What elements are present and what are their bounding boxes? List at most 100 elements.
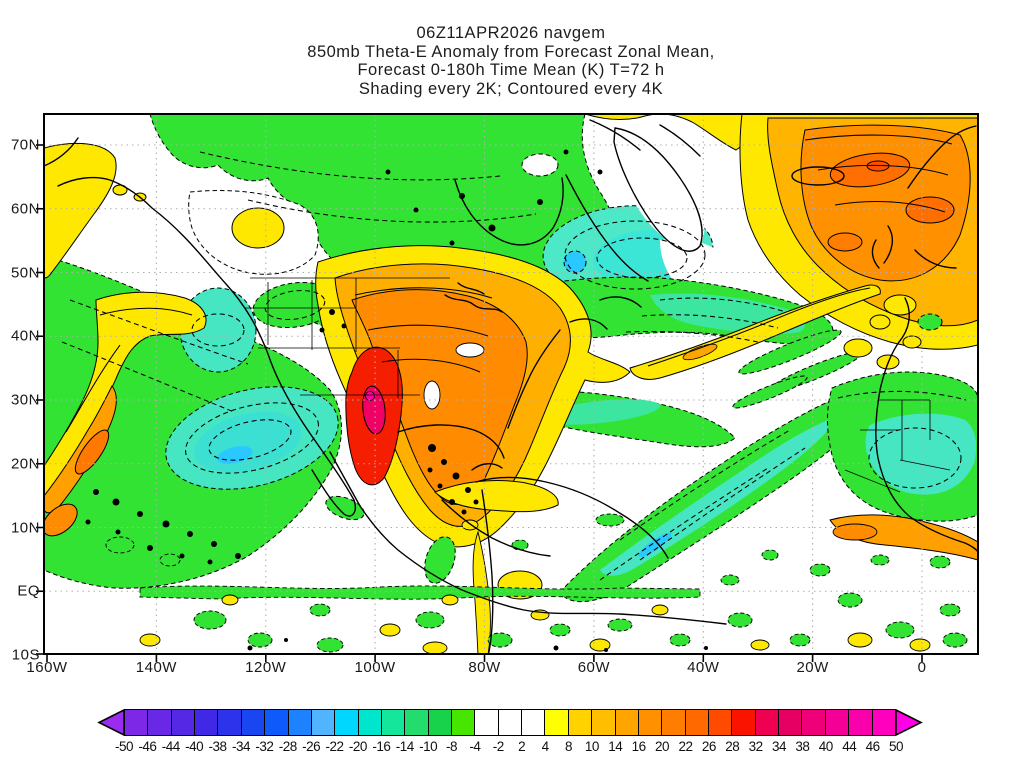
colorbar-segment bbox=[637, 710, 662, 735]
colorbar-segment bbox=[217, 710, 241, 735]
colorbar-level-label: -50 bbox=[114, 739, 134, 754]
x-tick-label: 100W bbox=[354, 659, 396, 676]
colorbar-level-label: 38 bbox=[795, 739, 810, 754]
colorbar-level-label: -34 bbox=[231, 739, 251, 754]
colorbar-labels: -50 -46 -44 -40 -38 -34 -32 -28 -26 -22 -20 -16 -14-… bbox=[0, 739, 1024, 755]
x-tick-label: 0 bbox=[917, 659, 927, 676]
colorbar-segment bbox=[591, 710, 615, 735]
colorbar-level-label: -40 bbox=[185, 739, 204, 754]
colorbar-segment bbox=[287, 710, 311, 735]
colorbar-level-label: 40 bbox=[818, 739, 834, 754]
colorbar-segment bbox=[451, 710, 475, 735]
graticule bbox=[44, 114, 978, 654]
colorbar-segment bbox=[801, 710, 825, 735]
contour-lines-negative bbox=[61, 151, 967, 581]
colorbar-segment bbox=[778, 710, 802, 735]
chart-title-block: 06Z11APR2026 navgem 850mb Theta-E Anomal… bbox=[0, 24, 1022, 98]
x-tick-label: 140W bbox=[135, 659, 177, 676]
coastlines bbox=[44, 119, 978, 654]
dense-contour-specks bbox=[85, 149, 708, 652]
colorbar-level-label: 32 bbox=[748, 739, 764, 754]
y-tick-label: 40N bbox=[10, 327, 40, 345]
colorbar-level-label: -26 bbox=[302, 739, 321, 754]
colorbar-level-label: 44 bbox=[842, 739, 857, 754]
y-tick-label: 10S bbox=[11, 646, 40, 664]
colorbar-segment bbox=[614, 710, 638, 735]
political-borders bbox=[245, 277, 951, 493]
colorbar-level-label: -46 bbox=[138, 739, 157, 754]
colorbar-level-label: -14 bbox=[395, 739, 415, 754]
y-tick-label: 60N bbox=[10, 200, 40, 218]
map-frame bbox=[43, 113, 979, 655]
colorbar-level-label: 14 bbox=[608, 739, 623, 754]
colorbar-level-label: -10 bbox=[419, 739, 438, 754]
colorbar-segment bbox=[544, 710, 568, 735]
x-tick-label: 80W bbox=[468, 659, 501, 676]
colorbar-level-label: -20 bbox=[348, 739, 368, 754]
colorbar-segment bbox=[521, 710, 545, 735]
y-tick-label: 20N bbox=[10, 455, 40, 473]
colorbar-level-label: 46 bbox=[865, 739, 881, 754]
colorbar-level-label: 4 bbox=[541, 739, 550, 754]
colorbar-segment bbox=[824, 710, 849, 735]
colorbar-segments bbox=[124, 709, 896, 736]
colorbar-segment bbox=[240, 710, 265, 735]
colorbar-level-label: 8 bbox=[564, 739, 573, 754]
x-tick-label: 60W bbox=[577, 659, 611, 676]
colorbar bbox=[97, 709, 923, 736]
colorbar-level-label: 10 bbox=[584, 739, 600, 754]
y-tick-label: 50N bbox=[10, 264, 40, 281]
y-tick-label: 70N bbox=[10, 136, 40, 154]
colorbar-level-label: -44 bbox=[161, 739, 181, 754]
colorbar-right-arrow bbox=[896, 709, 923, 736]
x-tick-label: 40W bbox=[687, 659, 720, 676]
colorbar-segment bbox=[871, 710, 895, 735]
colorbar-level-label: 34 bbox=[772, 739, 787, 754]
colorbar-level-label: -22 bbox=[325, 739, 345, 754]
colorbar-left-arrow bbox=[97, 709, 124, 736]
title-field-line: 850mb Theta-E Anomaly from Forecast Zona… bbox=[307, 42, 715, 61]
colorbar-segment bbox=[170, 710, 195, 735]
colorbar-level-label: 20 bbox=[655, 739, 670, 754]
colorbar-level-label: -2 bbox=[492, 739, 505, 754]
colorbar-segment bbox=[194, 710, 218, 735]
colorbar-segment bbox=[404, 710, 428, 735]
x-tick-label: 160W bbox=[26, 659, 68, 676]
map-canvas bbox=[36, 113, 979, 662]
title-run-line: 06Z11APR2026 navgem bbox=[416, 24, 606, 42]
colorbar-segment bbox=[474, 710, 498, 735]
colorbar-segment bbox=[848, 710, 872, 735]
colorbar-level-label: 28 bbox=[725, 739, 740, 754]
colorbar-level-label: 50 bbox=[888, 739, 904, 754]
colorbar-level-label: 16 bbox=[631, 739, 647, 754]
colorbar-segment bbox=[380, 710, 405, 735]
title-shading-line: Shading every 2K; Contoured every 4K bbox=[358, 79, 664, 98]
colorbar-level-label: -16 bbox=[372, 739, 391, 754]
colorbar-segment bbox=[125, 710, 148, 735]
contour-lines-positive bbox=[65, 134, 953, 433]
colorbar-segment bbox=[731, 710, 755, 735]
colorbar-level-label: 22 bbox=[678, 739, 693, 754]
colorbar-segment bbox=[684, 710, 708, 735]
colorbar-segment bbox=[357, 710, 381, 735]
y-tick-label: EQ bbox=[17, 582, 40, 600]
colorbar-level-label: 26 bbox=[701, 739, 717, 754]
title-forecast-line: Forecast 0-180h Time Mean (K) T=72 h bbox=[357, 61, 665, 79]
colorbar-segment bbox=[147, 710, 171, 735]
colorbar-level-label: 2 bbox=[518, 739, 526, 754]
colorbar-level-label: -4 bbox=[469, 739, 481, 754]
colorbar-level-label: -32 bbox=[255, 739, 274, 754]
y-tick-label: 30N bbox=[10, 391, 40, 409]
axis-ticks bbox=[36, 144, 923, 662]
colorbar-segment bbox=[567, 710, 592, 735]
colorbar-segment bbox=[754, 710, 779, 735]
y-tick-label: 10N bbox=[10, 519, 40, 536]
colorbar-segment bbox=[661, 710, 685, 735]
colorbar-level-label: -28 bbox=[278, 739, 298, 754]
colorbar-segment bbox=[707, 710, 732, 735]
colorbar-segment bbox=[427, 710, 452, 735]
colorbar-segment bbox=[310, 710, 335, 735]
colorbar-segment bbox=[264, 710, 288, 735]
x-tick-label: 20W bbox=[796, 659, 829, 676]
